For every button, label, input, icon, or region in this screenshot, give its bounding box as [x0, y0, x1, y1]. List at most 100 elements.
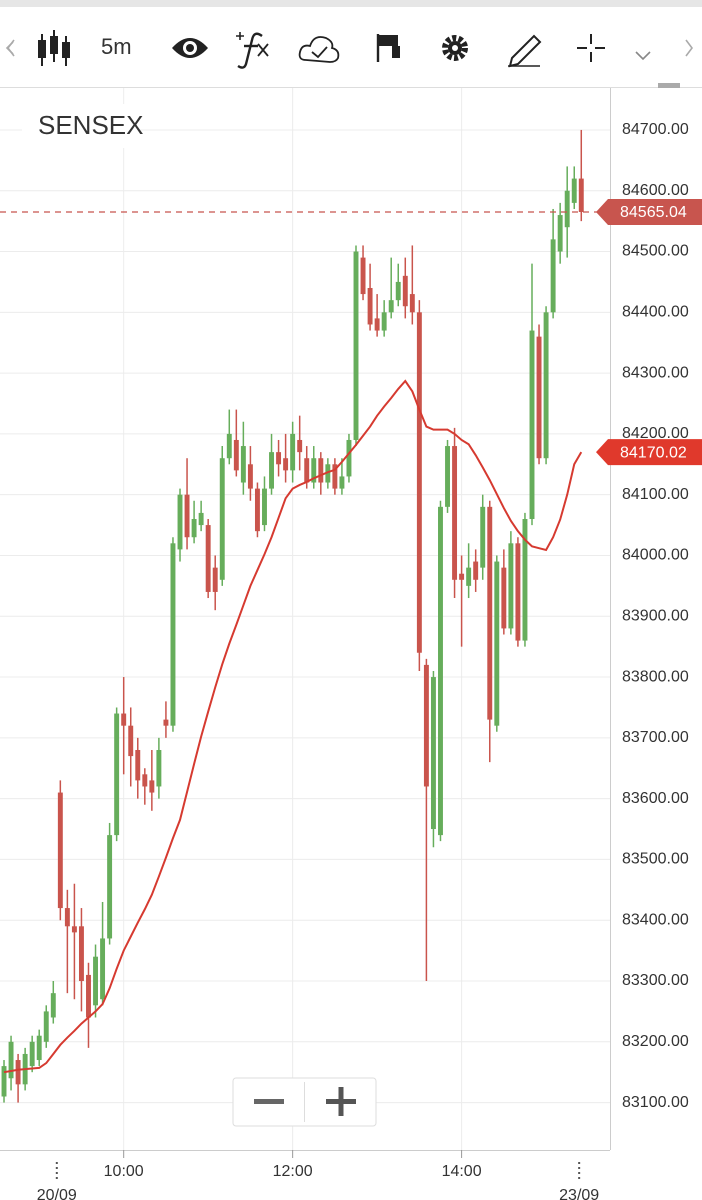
candle-body	[121, 713, 127, 726]
candle-body	[191, 519, 197, 538]
candle-body	[276, 452, 282, 465]
candle-body	[416, 312, 422, 653]
y-tick-label: 83500.00	[622, 851, 689, 868]
toolbar: 5m	[5, 30, 693, 69]
date-label: 20/09	[37, 1187, 77, 1200]
candle-body	[430, 677, 436, 830]
candle-body	[325, 464, 331, 483]
candle-body	[177, 494, 183, 550]
candle-body	[381, 312, 387, 331]
candle-body	[184, 494, 190, 538]
candle-body	[269, 452, 274, 489]
candle-body	[36, 1035, 42, 1061]
x-tick-label: 14:00	[442, 1163, 482, 1180]
candle-body	[339, 476, 345, 489]
candle-body	[71, 926, 77, 933]
candle-body	[353, 251, 359, 440]
x-tick-label: 12:00	[273, 1163, 313, 1180]
candle-body	[318, 458, 324, 483]
candle-body	[536, 336, 542, 459]
y-tick-label: 83100.00	[622, 1094, 689, 1111]
candle-body	[311, 458, 317, 483]
date-label: 23/09	[559, 1187, 599, 1200]
y-tick-label: 84600.00	[622, 182, 689, 199]
scroll-right[interactable]	[685, 39, 693, 57]
candle-body	[550, 239, 556, 313]
candle-body	[290, 433, 296, 471]
zoom-in[interactable]	[326, 1087, 356, 1116]
candle-body	[473, 561, 479, 580]
x-tick-label: 10:00	[104, 1163, 144, 1180]
candle-body	[8, 1041, 14, 1079]
candle-body	[466, 567, 472, 586]
draw-icon[interactable]	[508, 34, 542, 68]
candle-body	[367, 287, 373, 325]
candle-body	[508, 543, 514, 629]
ma-tag-label: 84170.02	[620, 444, 687, 461]
candle-body	[100, 938, 106, 1000]
candle-body	[564, 190, 570, 228]
crosshair-icon[interactable]	[577, 34, 605, 62]
candle-body	[57, 792, 63, 909]
moving-average	[3, 379, 583, 1074]
y-tick-label: 83900.00	[622, 607, 689, 624]
candle-body	[128, 725, 134, 757]
function-icon[interactable]	[236, 32, 269, 69]
candle-body	[360, 257, 366, 295]
candle-body	[254, 488, 260, 532]
y-tick-label: 84000.00	[622, 547, 689, 564]
candle-body	[283, 458, 289, 471]
y-tick-label: 84300.00	[622, 364, 689, 381]
cloud-icon[interactable]	[298, 36, 340, 63]
candle-body	[543, 312, 549, 459]
candle-body	[459, 573, 465, 580]
more-arrow[interactable]	[635, 51, 651, 61]
candle-body	[205, 525, 211, 592]
candle-body	[142, 774, 148, 787]
flag-icon[interactable]	[376, 34, 400, 62]
y-tick-label: 83800.00	[622, 668, 689, 685]
candle-body	[93, 956, 98, 1006]
candle-body	[388, 300, 394, 313]
candle-body	[114, 713, 120, 836]
candle-body	[212, 567, 218, 592]
candle-body	[445, 446, 450, 507]
candle-body	[43, 1011, 49, 1042]
candle-body	[529, 330, 535, 520]
top-bar	[0, 0, 702, 7]
zoom-out[interactable]	[254, 1099, 284, 1104]
scroll-left-arrow[interactable]	[7, 39, 15, 57]
candle-body	[198, 512, 204, 526]
y-tick-label: 83700.00	[622, 729, 689, 746]
candle-body	[409, 294, 415, 313]
candle-body	[438, 506, 443, 836]
interval[interactable]: 5m	[101, 34, 132, 59]
y-tick-label: 84500.00	[622, 243, 689, 260]
candle-body	[78, 926, 84, 982]
candle-body	[15, 1060, 21, 1085]
y-tick-label: 84100.00	[622, 486, 689, 503]
candle-body	[240, 446, 246, 483]
y-tick-label: 84400.00	[622, 304, 689, 321]
eye-icon[interactable]	[172, 38, 208, 58]
candle-body	[107, 835, 113, 939]
candle-body	[247, 464, 253, 489]
candle-body	[29, 1041, 35, 1067]
candle-body	[149, 780, 155, 793]
y-tick-label: 83600.00	[622, 790, 689, 807]
chart-title: SENSEX	[38, 110, 144, 140]
candle-body	[494, 561, 500, 726]
plot	[0, 88, 610, 1150]
title-box	[22, 104, 140, 148]
candle-body	[501, 567, 507, 629]
candle-body	[50, 993, 56, 1018]
settings-icon[interactable]	[442, 35, 468, 61]
candle-body	[1, 1066, 7, 1097]
last-price-tag-label: 84565.04	[620, 204, 687, 221]
candles-icon[interactable]	[38, 30, 70, 66]
candle-body	[219, 458, 225, 580]
candle-body	[487, 506, 493, 720]
y-tick-label: 84200.00	[622, 425, 689, 442]
